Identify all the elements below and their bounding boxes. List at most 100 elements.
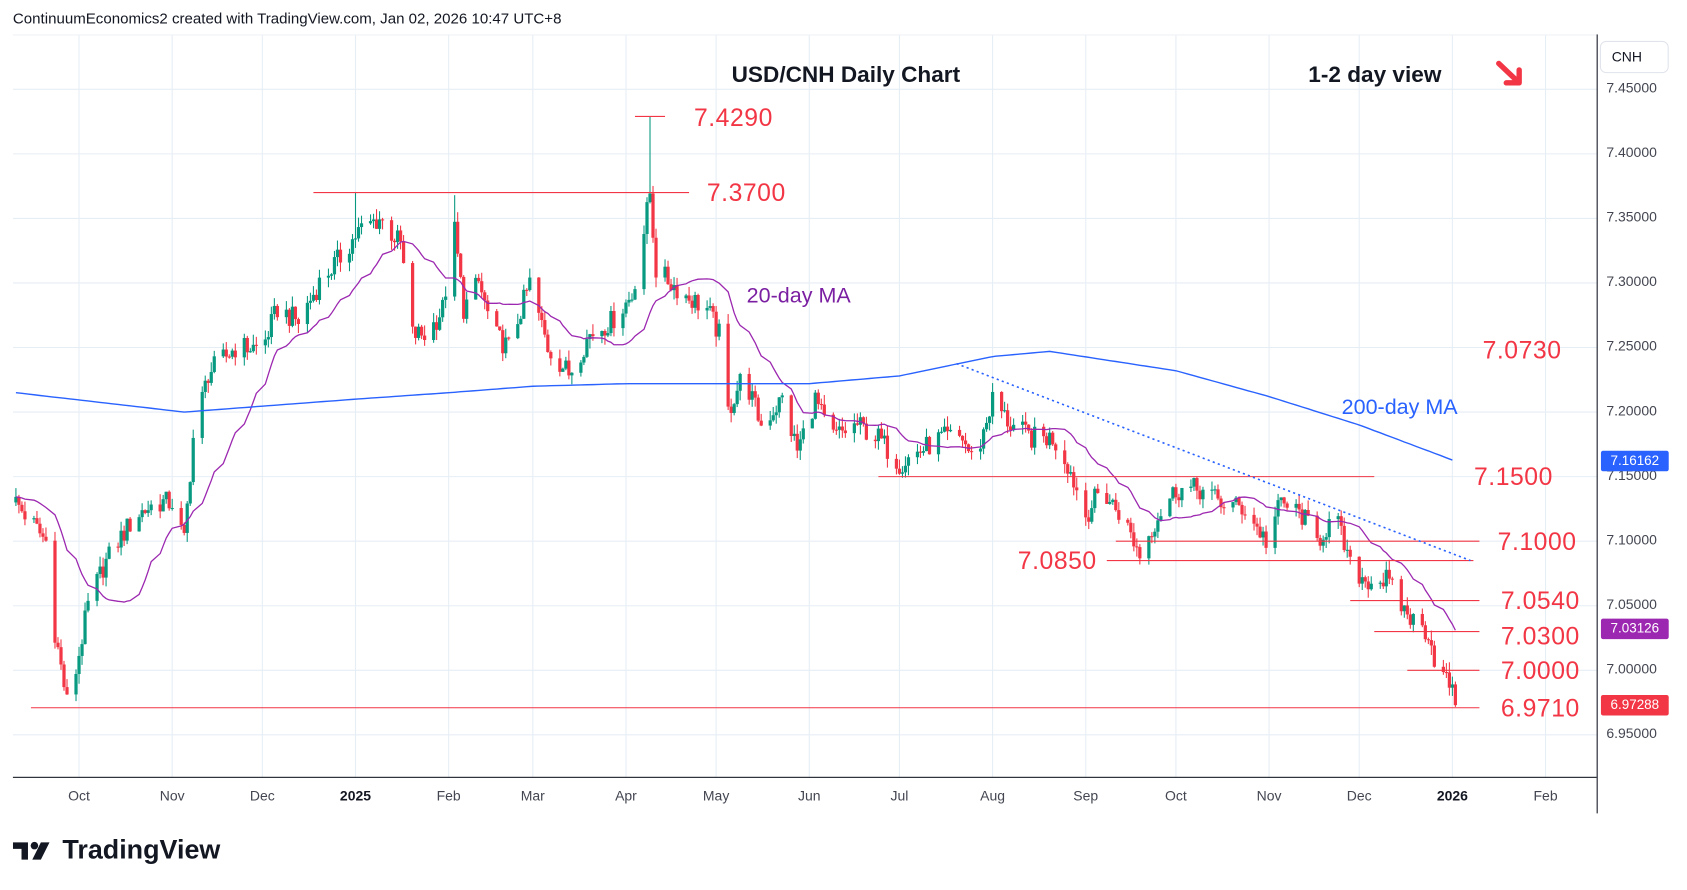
candle-body [969, 451, 974, 453]
candle-body [1264, 531, 1268, 548]
candle-body [648, 193, 652, 203]
candle-body [642, 234, 646, 290]
candle-body [882, 435, 887, 439]
candle-body [335, 249, 340, 258]
candle-body [813, 392, 817, 419]
candle-body [1300, 509, 1304, 525]
candle-body [960, 435, 965, 441]
candle-body [1051, 432, 1055, 445]
candle-body [879, 428, 884, 439]
ma20-label: 20-day MA [746, 284, 851, 308]
candle-body [1129, 522, 1133, 533]
candle-body [1408, 614, 1412, 625]
candle-body [170, 507, 174, 510]
candle-body [528, 277, 532, 291]
candle-body [242, 337, 246, 358]
candle-body [861, 417, 865, 424]
candle-body [1441, 666, 1445, 673]
candle-body [1189, 486, 1193, 488]
candle-body [894, 458, 899, 469]
candle-body [843, 430, 847, 434]
candle-body [1255, 523, 1259, 527]
candle-body [708, 306, 712, 308]
candle-body [981, 429, 986, 449]
candle-body [188, 482, 192, 504]
candle-body [62, 664, 66, 688]
attribution-text: ContinuumEconomics2 created with Trading… [12, 9, 562, 27]
candle-body [978, 448, 983, 452]
candle-body [1387, 569, 1391, 579]
candle-body [191, 437, 195, 483]
candle-body [1195, 478, 1199, 491]
level-label-7.0000: 7.0000 [1500, 656, 1580, 685]
time-tick-label: Dec [1346, 787, 1372, 804]
candle-body [582, 356, 586, 363]
candle-body [329, 274, 334, 276]
candle-body [834, 429, 838, 431]
candle-body [1237, 497, 1241, 505]
price-axis[interactable] [1596, 34, 1676, 814]
candle-body [125, 518, 129, 541]
candle-body [1210, 489, 1214, 491]
candle-body [1381, 582, 1385, 587]
chart-title: USD/CNH Daily Chart [731, 62, 961, 88]
tradingview-logo[interactable]: TradingView [12, 835, 220, 866]
candle-body [1390, 578, 1394, 580]
price-tick-label: 7.45000 [1606, 79, 1657, 96]
candle-body [1360, 577, 1364, 584]
candle-body [59, 647, 63, 665]
candle-body [465, 299, 469, 319]
candle-body [395, 230, 400, 243]
candle-body [1150, 536, 1154, 538]
candle-body [1429, 640, 1433, 646]
level-label-7.0850: 7.0850 [1017, 546, 1097, 575]
candle-body [903, 465, 908, 473]
candle-body [56, 642, 60, 648]
candle-body [792, 433, 796, 437]
candle-body [1192, 478, 1196, 487]
candle-body [915, 451, 920, 458]
candle-body [516, 324, 520, 339]
candle-body [158, 504, 162, 512]
candle-body [338, 249, 343, 263]
candle-body [690, 300, 694, 308]
candle-body [332, 257, 337, 275]
candle-body [122, 530, 126, 541]
candle-body [897, 468, 902, 474]
candle-body [924, 436, 929, 452]
candle-body [558, 358, 562, 372]
view-label: 1-2 day view [1308, 62, 1442, 88]
candle-body [1297, 503, 1301, 510]
candle-body [1138, 547, 1142, 559]
candle-body [350, 239, 355, 254]
tradingview-logo-icon [12, 841, 50, 860]
candle-body [275, 305, 279, 318]
candle-body [1399, 579, 1403, 612]
candle-body [987, 416, 992, 423]
candle-body [326, 275, 331, 278]
candle-body [308, 300, 313, 303]
candle-body [116, 546, 120, 548]
candle-body [230, 350, 234, 357]
plot-area[interactable] [12, 34, 1597, 778]
candle-body [630, 299, 634, 301]
candle-body [432, 322, 436, 340]
candle-body [314, 294, 319, 301]
candle-body [1279, 497, 1283, 501]
currency-label[interactable]: CNH [1599, 40, 1669, 74]
candle-body [501, 330, 505, 354]
candle-body [164, 491, 168, 500]
candle-body [906, 457, 911, 466]
level-label-7.3700: 7.3700 [706, 178, 786, 207]
candle-body [693, 294, 697, 308]
time-axis[interactable] [12, 776, 1597, 815]
down-arrow-icon [1496, 60, 1522, 86]
candle-body [212, 356, 216, 373]
candle-body [287, 309, 292, 326]
candle-body [95, 573, 99, 601]
candle-body [990, 391, 995, 417]
candle-body [1174, 487, 1178, 498]
candle-body [756, 397, 760, 421]
candle-body [137, 517, 141, 532]
candle-body [621, 313, 625, 329]
